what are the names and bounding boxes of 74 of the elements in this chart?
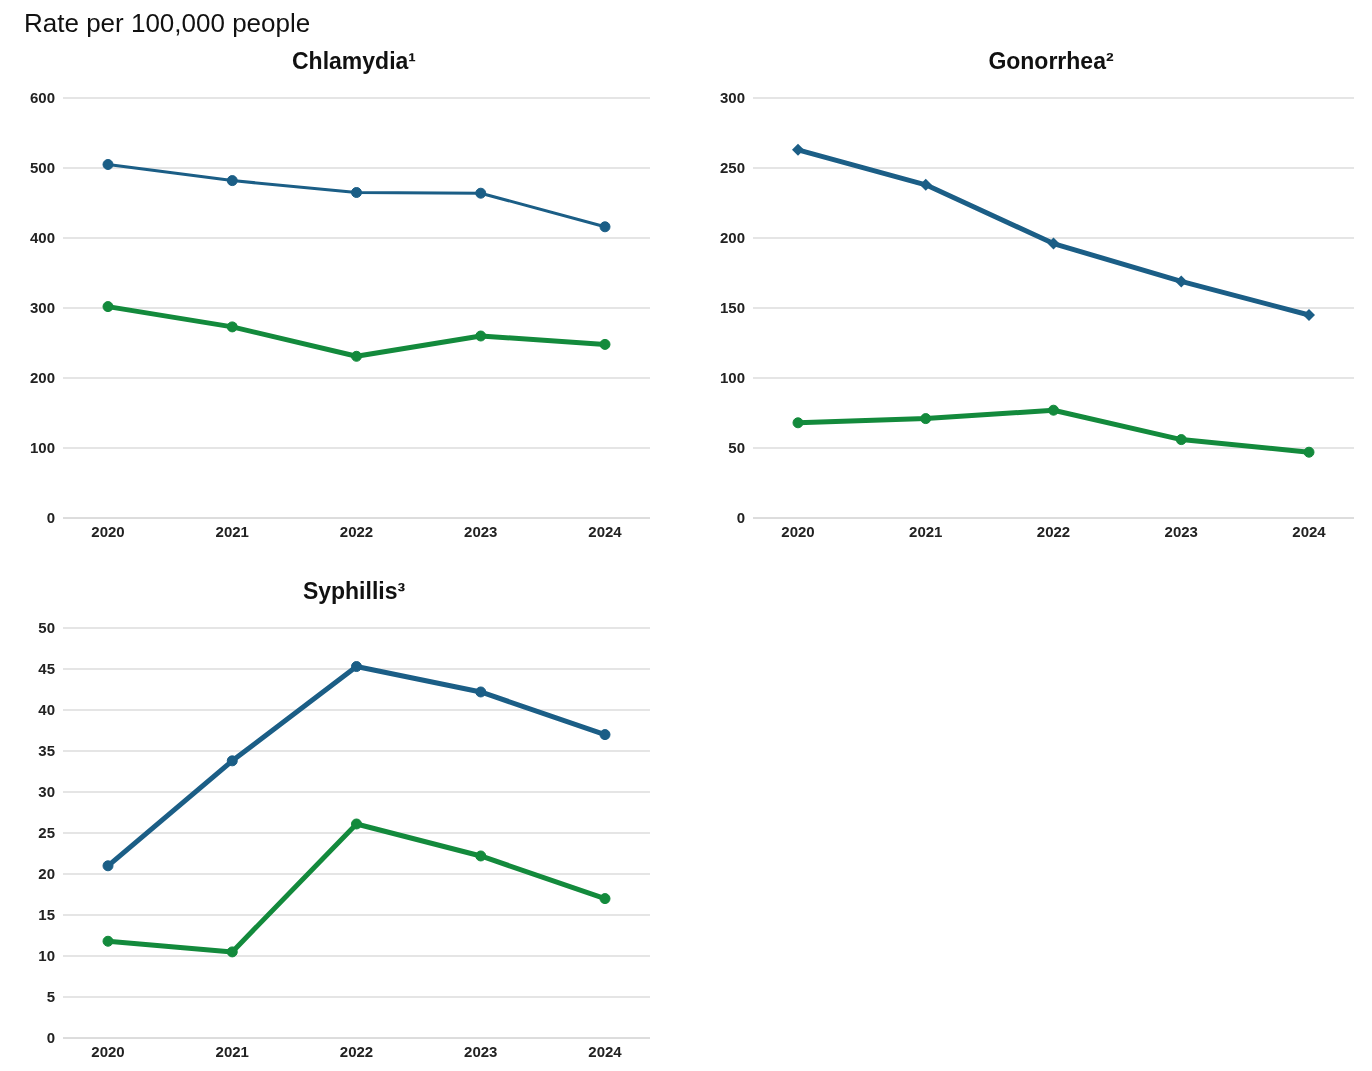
- point: [920, 413, 932, 425]
- y-tick-label: 100: [29, 439, 55, 457]
- y-tick-label: 150: [719, 299, 745, 317]
- y-tick-label: 0: [46, 509, 55, 527]
- point: [226, 175, 238, 187]
- chart-title: Syphillis³: [301, 578, 407, 605]
- chart-title: Gonorrhea²: [987, 48, 1115, 75]
- x-tick-label: 2024: [588, 1042, 623, 1060]
- point: [226, 321, 238, 333]
- y-tick-label: 20: [38, 865, 55, 883]
- point: [919, 178, 932, 191]
- x-tick-label: 2020: [91, 522, 125, 540]
- point: [351, 350, 362, 362]
- x-tick-label: 2021: [215, 522, 249, 540]
- x-tick-label: 2023: [1164, 522, 1198, 540]
- y-tick-label: 250: [719, 159, 745, 177]
- y-tick-label: 10: [38, 947, 55, 965]
- point: [475, 686, 487, 698]
- x-tick-label: 2023: [464, 1042, 498, 1060]
- point: [475, 187, 487, 199]
- point: [792, 417, 804, 429]
- point: [475, 330, 487, 342]
- point: [1303, 309, 1315, 321]
- point: [792, 143, 804, 156]
- y-tick-label: 40: [38, 701, 55, 719]
- y-tick-label: 500: [29, 159, 55, 177]
- x-tick-label: 2020: [781, 522, 815, 540]
- y-tick-label: 200: [719, 229, 745, 247]
- y-tick-label: 35: [38, 742, 55, 760]
- y-tick-label: 400: [29, 229, 55, 247]
- point: [599, 729, 611, 741]
- point: [351, 661, 362, 673]
- point: [102, 935, 114, 947]
- chart-title: Chlamydia¹: [291, 48, 417, 75]
- x-tick-label: 2021: [215, 1042, 249, 1060]
- y-tick-label: 50: [38, 619, 55, 637]
- y-tick-label: 5: [46, 988, 55, 1006]
- x-tick-label: 2022: [339, 522, 374, 540]
- point: [599, 893, 611, 905]
- y-tick-label: 45: [38, 660, 55, 678]
- point: [1175, 434, 1187, 446]
- point: [226, 946, 238, 958]
- x-tick-label: 2022: [1036, 522, 1071, 540]
- x-tick-label: 2023: [464, 522, 498, 540]
- point: [599, 221, 611, 233]
- x-tick-label: 2024: [1292, 522, 1327, 540]
- point: [351, 818, 362, 830]
- y-tick-label: 15: [38, 906, 55, 924]
- point: [102, 159, 114, 170]
- point: [1047, 237, 1060, 250]
- y-tick-label: 50: [728, 439, 745, 457]
- y-tick-label: 0: [46, 1029, 55, 1047]
- point: [475, 850, 487, 862]
- point: [1048, 404, 1059, 416]
- y-tick-label: 25: [38, 824, 55, 842]
- point: [1303, 446, 1315, 458]
- x-tick-label: 2020: [91, 1042, 125, 1060]
- x-tick-label: 2024: [588, 522, 623, 540]
- y-axis-title: Rate per 100,000 people: [24, 8, 311, 39]
- y-tick-label: 600: [29, 89, 55, 107]
- y-tick-label: 100: [719, 369, 745, 387]
- point: [351, 187, 362, 198]
- x-tick-label: 2021: [909, 522, 943, 540]
- x-tick-label: 2022: [339, 1042, 374, 1060]
- y-tick-label: 300: [719, 89, 745, 107]
- y-tick-label: 200: [29, 369, 55, 387]
- point: [599, 338, 611, 350]
- point: [1175, 275, 1188, 288]
- y-tick-label: 0: [736, 509, 745, 527]
- point: [102, 860, 114, 872]
- y-tick-label: 30: [38, 783, 55, 801]
- point: [102, 301, 114, 313]
- y-tick-label: 300: [29, 299, 55, 317]
- point: [226, 755, 238, 767]
